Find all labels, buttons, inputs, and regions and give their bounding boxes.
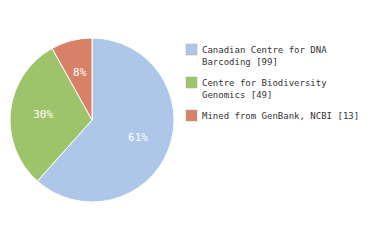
pie (10, 38, 174, 202)
legend-swatch (186, 77, 197, 88)
chart: 61% 30% 8% Canadian Centre for DNABarcoding… (0, 0, 380, 240)
data-label: 30% (33, 108, 53, 121)
legend-label: Canadian Centre for DNABarcoding [99] (202, 45, 327, 67)
legend: Canadian Centre for DNABarcoding [99] Cen… (186, 44, 359, 121)
pie-slice (10, 48, 92, 181)
data-label: 8% (73, 66, 87, 79)
legend-swatch (186, 110, 197, 121)
legend-label: Centre for BiodiversityGenomics [49] (202, 78, 327, 100)
legend-swatch (186, 44, 197, 55)
data-labels: 61% 30% 8% (33, 66, 148, 144)
legend-label: Mined from GenBank, NCBI [13] (202, 111, 359, 121)
chart-container: 61% 30% 8% Canadian Centre for DNABarcoding… (0, 0, 380, 240)
pie-slice (52, 38, 92, 120)
data-label: 61% (128, 131, 148, 144)
